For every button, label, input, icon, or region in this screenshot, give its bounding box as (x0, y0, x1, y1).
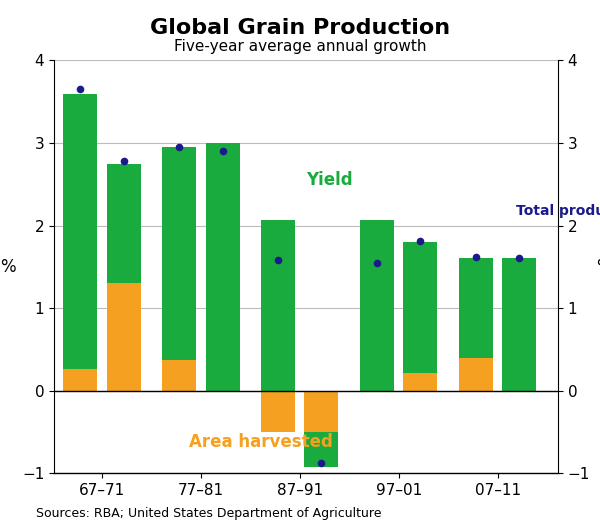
Bar (304, 391, 338, 432)
Bar (459, 258, 493, 358)
Bar (459, 358, 493, 391)
Bar (162, 360, 196, 391)
Text: Sources: RBA; United States Department of Agriculture: Sources: RBA; United States Department o… (36, 507, 382, 520)
Bar (403, 372, 437, 391)
Bar (63, 94, 97, 369)
Bar (502, 258, 536, 391)
Bar (63, 369, 97, 391)
Bar (261, 220, 295, 391)
Text: Five-year average annual growth: Five-year average annual growth (174, 39, 426, 55)
Bar (261, 391, 295, 432)
Text: Yield: Yield (306, 171, 353, 189)
Bar (162, 147, 196, 360)
Text: Total production: Total production (516, 204, 600, 218)
Bar (206, 143, 239, 391)
Bar (107, 164, 140, 284)
Bar (107, 284, 140, 391)
Y-axis label: %: % (0, 258, 16, 276)
Text: Area harvested: Area harvested (188, 433, 332, 451)
Y-axis label: %: % (596, 258, 600, 276)
Bar (403, 242, 437, 372)
Text: Global Grain Production: Global Grain Production (150, 18, 450, 38)
Bar (304, 432, 338, 467)
Bar (360, 220, 394, 391)
